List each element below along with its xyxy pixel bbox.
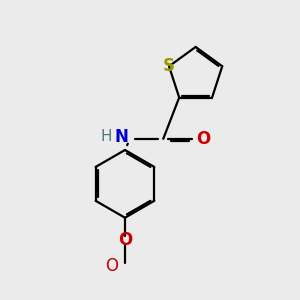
Text: N: N [115,128,129,146]
Text: O: O [105,257,118,275]
Text: O: O [118,230,132,248]
Text: H: H [101,129,112,144]
Text: O: O [196,130,210,148]
Text: S: S [163,57,175,75]
